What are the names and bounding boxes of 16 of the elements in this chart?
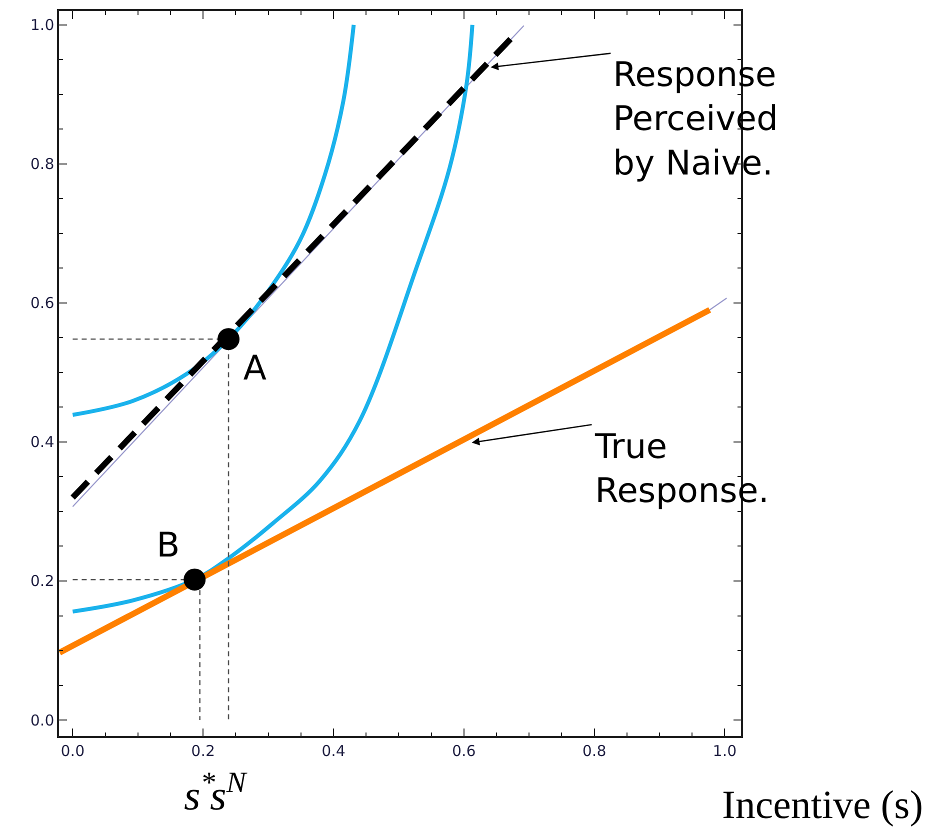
x-tick-label: 0.2 [191,742,216,760]
x-tick-label: 0.8 [582,742,606,760]
x-axis-title: Incentive (s) [722,782,924,827]
y-tick-label: 0.6 [30,294,54,312]
y-tick-label: 0.8 [30,155,54,174]
data-label: B [156,525,180,566]
x-tick-label: 0.6 [452,742,476,760]
x-tick-label: 0.4 [322,742,346,760]
line-series [70,22,474,614]
x-tick-label: 0.0 [60,742,85,760]
x-tick-label: 1.0 [712,742,737,760]
y-tick-label: 0.2 [30,572,54,590]
y-tick-label: 0.4 [30,433,54,452]
data-label: A [243,348,267,388]
y-tick-label: 1.0 [30,16,54,34]
y-tick-label: 0.0 [30,711,54,730]
